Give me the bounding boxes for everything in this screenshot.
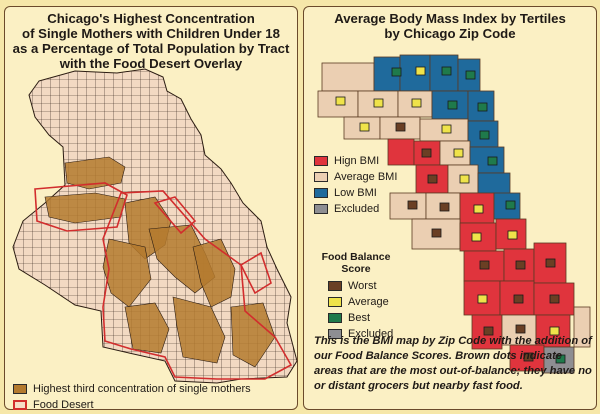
- legend-item: Average BMI: [314, 169, 397, 185]
- title-line: Average Body Mass Index by Tertiles: [334, 11, 566, 26]
- legend-swatch: [328, 329, 342, 339]
- map-note: This is the BMI map by Zip Code with the…: [314, 335, 592, 392]
- bmi-map-title: Average Body Mass Index by Tertiles by C…: [304, 11, 596, 41]
- single-mothers-map-title: Chicago's Highest Concentration of Singl…: [5, 11, 297, 71]
- title-line: of Single Mothers with Children Under 18: [22, 26, 280, 41]
- legend-label: Hign BMI: [334, 155, 380, 167]
- legend-swatch: [13, 400, 27, 410]
- single-mothers-map-panel: Chicago's Highest Concentration of Singl…: [4, 6, 298, 413]
- legend-label: Food Desert: [33, 399, 94, 411]
- legend-label: Highest third concentration of single mo…: [33, 383, 251, 395]
- chicago-tract-map: [12, 68, 298, 384]
- title-line: Food Balance: [321, 251, 391, 263]
- legend-swatch: [328, 297, 342, 307]
- legend-swatch: [328, 281, 342, 291]
- legend-item: Food Desert: [13, 397, 251, 413]
- single-mothers-legend: Highest third concentration of single mo…: [13, 381, 251, 413]
- title-line: Score: [341, 263, 371, 275]
- legend-item: Highest third concentration of single mo…: [13, 381, 251, 397]
- title-line: by Chicago Zip Code: [384, 26, 516, 41]
- food-desert-outlines: [34, 182, 293, 380]
- legend-item: Worst: [328, 278, 396, 294]
- legend-label: Excluded: [334, 203, 380, 215]
- legend-item: Low BMI: [314, 185, 397, 201]
- legend-item: Average: [328, 294, 396, 310]
- legend-label: Worst: [348, 280, 377, 292]
- title-line: with the Food Desert Overlay: [59, 56, 243, 71]
- legend-label: Excluded: [348, 328, 394, 340]
- legend-item: Excluded: [314, 201, 397, 217]
- legend-swatch: [314, 188, 328, 198]
- bmi-zip-map: [317, 54, 591, 374]
- legend-item: Hign BMI: [314, 153, 397, 169]
- legend-swatch: [328, 313, 342, 323]
- food-balance-title: Food Balance Score: [316, 251, 396, 275]
- legend-label: Best: [348, 312, 371, 324]
- legend-item: Excluded: [328, 326, 396, 342]
- legend-swatch: [314, 204, 328, 214]
- legend-label: Average: [348, 296, 389, 308]
- legend-swatch: [13, 384, 27, 394]
- legend-swatch: [314, 172, 328, 182]
- legend-swatch: [314, 156, 328, 166]
- food-balance-markers: [335, 66, 566, 364]
- food-balance-legend: Food Balance Score Worst Average Best Ex…: [316, 251, 396, 342]
- high-concentration-areas: [44, 156, 276, 368]
- bmi-map-panel: Average Body Mass Index by Tertiles by C…: [303, 6, 597, 410]
- legend-label: Low BMI: [334, 187, 377, 199]
- legend-item: Best: [328, 310, 396, 326]
- legend-label: Average BMI: [334, 171, 398, 183]
- title-line: Chicago's Highest Concentration: [47, 11, 255, 26]
- title-line: as a Percentage of Total Population by T…: [12, 41, 290, 56]
- bmi-legend: Hign BMI Average BMI Low BMI Excluded: [314, 153, 397, 217]
